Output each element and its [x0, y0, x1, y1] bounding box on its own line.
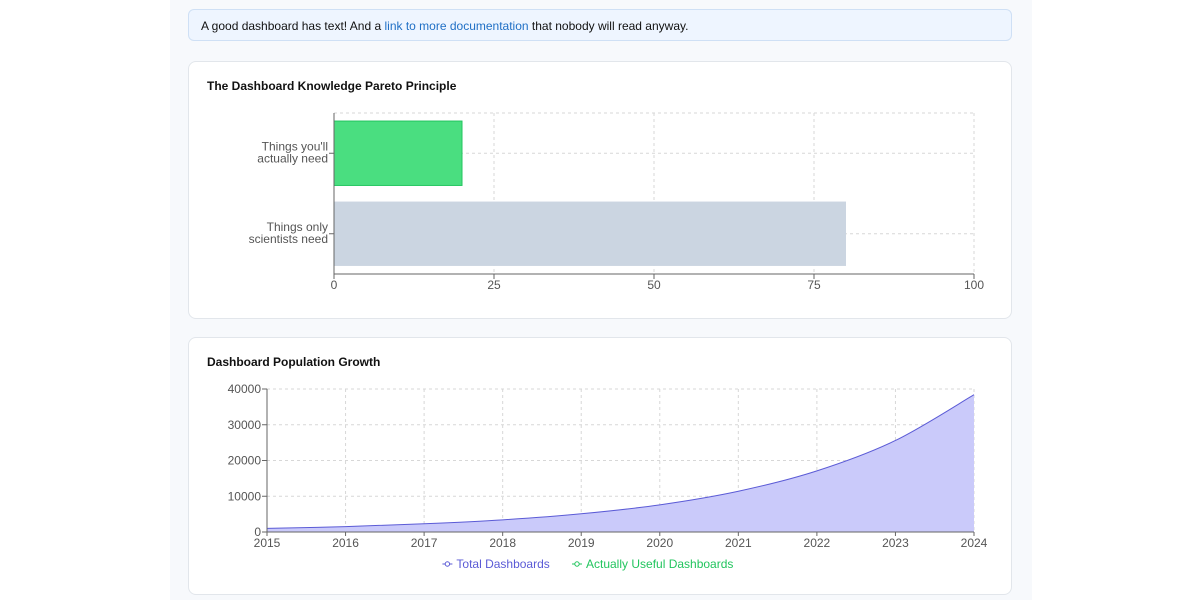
growth-x-tick-label: 2015 [254, 536, 281, 550]
growth-y-tick-label: 10000 [228, 489, 262, 503]
growth-x-tick-label: 2017 [411, 536, 438, 550]
growth-y-tick-label: 20000 [228, 454, 262, 468]
growth-series-line[interactable] [266, 394, 975, 529]
growth-legend-label: Total Dashboards [456, 557, 549, 571]
growth-x-tick-label: 2023 [882, 536, 909, 550]
pareto-category-label: Things you'll actually need [257, 139, 328, 165]
legend-swatch-dot [574, 561, 580, 567]
pareto-chart-title: The Dashboard Knowledge Pareto Principle [207, 79, 457, 93]
notice-suffix: that nobody will read anyway. [528, 19, 689, 33]
pareto-x-tick-label: 100 [964, 278, 984, 292]
growth-x-tick-label: 2016 [332, 536, 359, 550]
pareto-category-label: Things only scientists need [249, 220, 328, 246]
pareto-x-tick-label: 0 [331, 278, 338, 292]
pareto-bar[interactable] [334, 201, 846, 266]
growth-x-tick-label: 2021 [725, 536, 752, 550]
growth-y-tick-label: 40000 [228, 382, 262, 396]
growth-legend-label: Actually Useful Dashboards [586, 557, 733, 571]
growth-x-tick-label: 2018 [489, 536, 516, 550]
pareto-x-tick-label: 25 [487, 278, 501, 292]
growth-x-tick-label: 2019 [568, 536, 595, 550]
growth-x-tick-label: 2022 [804, 536, 831, 550]
growth-legend-item[interactable]: Actually Useful Dashboards [572, 557, 733, 571]
pareto-bar[interactable] [333, 120, 463, 186]
growth-chart-title: Dashboard Population Growth [207, 355, 381, 369]
growth-chart-card: Dashboard Population Growth 2015 2016 2017… [188, 337, 1012, 595]
legend-swatch-dot [444, 561, 451, 567]
page-column: A good dashboard has text! And a link to… [170, 0, 1032, 600]
documentation-link[interactable]: link to more documentation [384, 19, 529, 33]
growth-y-tick-label: 30000 [228, 418, 262, 432]
pareto-chart-card: The Dashboard Knowledge Pareto Principle… [188, 61, 1012, 319]
growth-area-fill [267, 394, 974, 532]
growth-x-tick-label: 2020 [646, 536, 673, 550]
pareto-chart: 0 25 50 75 100 Things you'll actually need Thin… [249, 112, 984, 292]
growth-chart: 2015 2016 2017 2018 2019 2020 2021 2022 2023 2024… [228, 382, 988, 571]
pareto-x-tick-label: 75 [807, 278, 821, 292]
info-notice: A good dashboard has text! And a link to… [188, 9, 1012, 41]
growth-y-tick-label: 0 [254, 525, 261, 539]
growth-legend-item[interactable]: Total Dashboards [442, 557, 550, 571]
notice-prefix: A good dashboard has text! And a [201, 19, 385, 33]
growth-x-tick-label: 2024 [961, 536, 988, 550]
pareto-x-tick-label: 50 [647, 278, 661, 292]
